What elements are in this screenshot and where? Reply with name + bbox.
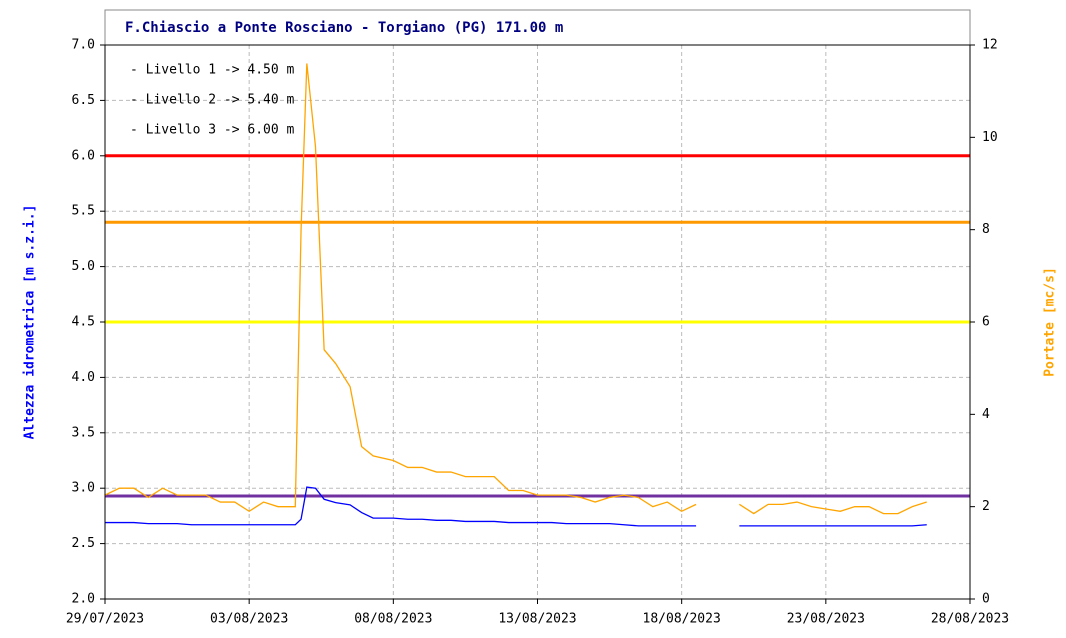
legend-entry: - Livello 2 -> 5.40 m <box>130 93 295 108</box>
x-tick-label: 03/08/2023 <box>210 612 288 627</box>
y2-tick-label: 6 <box>982 315 990 330</box>
y-tick-label: 4.0 <box>72 370 95 385</box>
y2-tick-label: 4 <box>982 407 990 422</box>
y2-tick-label: 12 <box>982 38 998 53</box>
y2-tick-label: 8 <box>982 222 990 237</box>
series-line <box>104 63 927 515</box>
x-tick-label: 29/07/2023 <box>66 612 144 627</box>
y2-axis-label: Portate [mc/s] <box>1043 267 1058 377</box>
y-tick-label: 6.5 <box>72 93 95 108</box>
legend-entry: - Livello 1 -> 4.50 m <box>130 63 295 78</box>
y-tick-label: 2.0 <box>72 592 95 607</box>
y2-tick-label: 10 <box>982 130 998 145</box>
y-tick-label: 6.0 <box>72 148 95 163</box>
y-tick-label: 2.5 <box>72 536 95 551</box>
y-tick-label: 5.5 <box>72 204 95 219</box>
x-tick-label: 08/08/2023 <box>354 612 432 627</box>
legend-entry: - Livello 3 -> 6.00 m <box>130 123 295 138</box>
x-tick-label: 13/08/2023 <box>498 612 576 627</box>
y-tick-label: 7.0 <box>72 38 95 53</box>
chart-title: F.Chiascio a Ponte Rosciano - Torgiano (… <box>125 20 563 36</box>
x-tick-label: 23/08/2023 <box>787 612 865 627</box>
y-axis-label: Altezza idrometrica [m s.z.i.] <box>23 205 38 440</box>
title-box <box>104 9 971 46</box>
x-tick-label: 18/08/2023 <box>643 612 721 627</box>
y2-tick-label: 0 <box>982 592 990 607</box>
y2-tick-label: 2 <box>982 499 990 514</box>
y-tick-label: 3.5 <box>72 425 95 440</box>
y-tick-label: 5.0 <box>72 259 95 274</box>
y-tick-label: 3.0 <box>72 481 95 496</box>
series-line <box>105 486 927 527</box>
x-tick-label: 28/08/2023 <box>931 612 1009 627</box>
plot-frame <box>104 44 971 600</box>
y-tick-label: 4.5 <box>72 315 95 330</box>
